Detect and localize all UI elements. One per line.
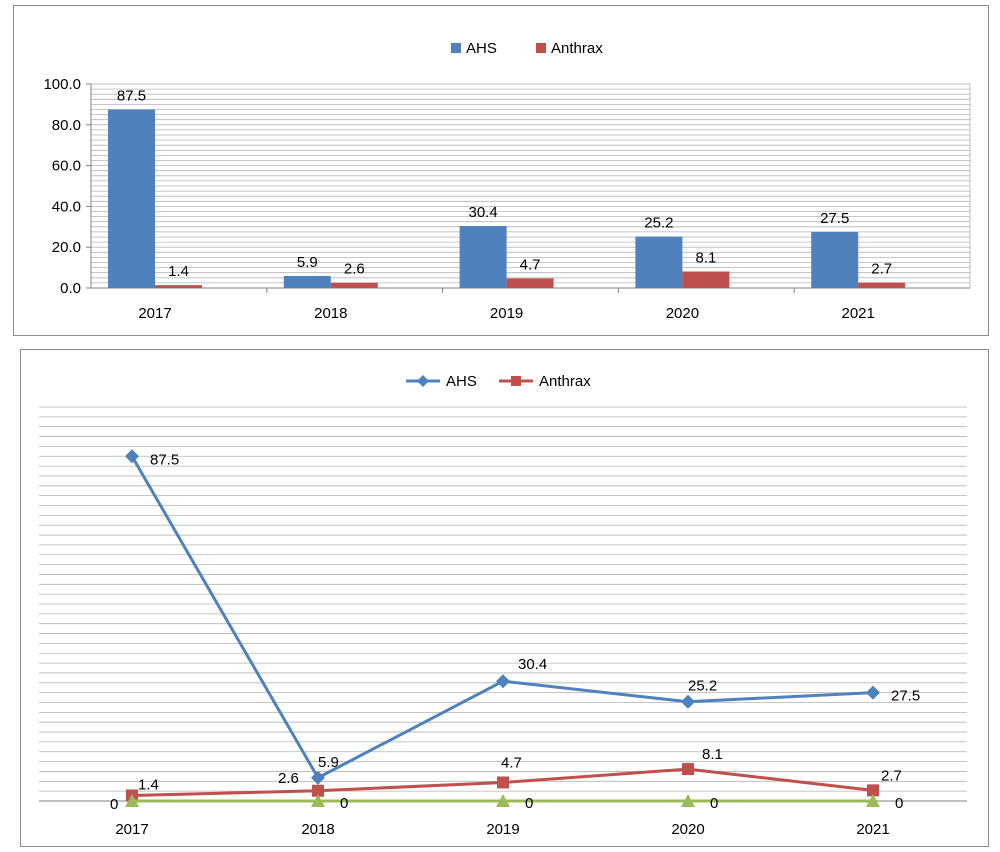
gridlines: [39, 406, 967, 792]
y-tick-label: 20.0: [52, 239, 81, 256]
marker-diamond: [125, 449, 139, 464]
x-tick-label: 2021: [856, 821, 889, 838]
marker-diamond: [311, 770, 325, 785]
marker-triangle: [866, 794, 880, 807]
marker-square: [497, 776, 509, 789]
bar-chart: 0.0 20.0 40.0 60.0 80.0 100.0 87.5 1.4 2017 5.9 2.…: [43, 40, 971, 322]
marker-square: [312, 784, 324, 797]
legend-label: Anthrax: [539, 373, 591, 390]
legend: AHS Anthrax: [406, 373, 591, 390]
x-tick-label: 2018: [301, 821, 334, 838]
point-data-label: 0: [340, 795, 348, 812]
legend: AHS Anthrax: [451, 40, 603, 57]
point-data-label: 0: [110, 796, 118, 813]
marker-triangle: [125, 794, 139, 807]
x-tick-label: 2021: [842, 305, 875, 322]
x-tick-label: 2020: [666, 305, 699, 322]
point-data-label: 87.5: [150, 451, 179, 468]
legend-label: AHS: [446, 373, 477, 390]
point-data-label: 25.2: [688, 678, 717, 695]
x-tick-label: 2020: [671, 821, 704, 838]
y-tick-label: 80.0: [52, 117, 81, 134]
series-line: [130, 455, 874, 780]
marker-diamond: [866, 685, 880, 700]
point-data-label: 2.7: [881, 767, 902, 784]
bar-chart-panel: 0.0 20.0 40.0 60.0 80.0 100.0 87.5 1.4 2017 5.9 2.…: [13, 5, 989, 336]
y-tick-label: 0.0: [60, 280, 81, 297]
legend-label: Anthrax: [551, 40, 603, 57]
series-line-zero: 0 0 0 0 0: [110, 794, 903, 813]
marker-diamond: [496, 674, 510, 689]
point-data-label: 5.9: [318, 754, 339, 771]
line-chart: 2017 2018 2019 2020 2021 87.5 5.9 30.4 25.2 27.5 1…: [39, 373, 967, 838]
bar-anthrax: [155, 285, 202, 288]
legend-swatch: [536, 43, 546, 53]
bar-anthrax: [858, 282, 906, 288]
bar-ahs: [459, 225, 507, 288]
point-data-label: 8.1: [702, 746, 723, 763]
bar-ahs: [283, 275, 331, 288]
marker-triangle: [496, 794, 510, 807]
bar-data-label: 4.7: [520, 256, 541, 273]
x-tick-label: 2019: [490, 305, 523, 322]
y-tick-label: 100.0: [43, 76, 81, 93]
bar-data-label: 25.2: [644, 215, 673, 232]
point-data-label: 0: [710, 795, 718, 812]
bar-anthrax: [682, 271, 730, 288]
marker-diamond: [681, 694, 695, 709]
bar-anthrax: [330, 282, 378, 288]
bar-data-label: 30.4: [468, 204, 497, 221]
bar-data-label: 2.7: [871, 260, 892, 277]
bar-ahs: [108, 109, 155, 288]
bar-data-label: 27.5: [820, 210, 849, 227]
marker-square: [682, 763, 694, 776]
point-data-label: 0: [525, 795, 533, 812]
marker-square: [867, 784, 879, 797]
bar-ahs: [811, 231, 859, 288]
point-data-label: 27.5: [891, 688, 920, 705]
bar-data-label: 2.6: [344, 261, 365, 278]
y-tick-label: 40.0: [52, 198, 81, 215]
point-data-label: 0: [895, 795, 903, 812]
x-tick-label: 2019: [486, 821, 519, 838]
bar-data-label: 87.5: [117, 88, 146, 105]
legend-swatch: [451, 43, 461, 53]
series-line-ahs: 87.5 5.9 30.4 25.2 27.5: [125, 449, 920, 785]
bar-data-label: 8.1: [695, 249, 716, 266]
y-tick-label: 60.0: [52, 158, 81, 175]
line-chart-panel: 2017 2018 2019 2020 2021 87.5 5.9 30.4 25.2 27.5 1…: [20, 349, 989, 847]
point-data-label: 4.7: [501, 754, 522, 771]
series-line-anthrax: 1.4 2.6 4.7 8.1 2.7: [126, 746, 902, 802]
bar-data-label: 1.4: [168, 263, 189, 280]
x-tick-label: 2017: [115, 821, 148, 838]
bar-anthrax: [506, 278, 554, 288]
marker-triangle: [681, 794, 695, 807]
point-data-label: 30.4: [518, 656, 547, 673]
bar-ahs: [635, 236, 683, 288]
marker-triangle: [311, 794, 325, 807]
x-tick-label: 2018: [314, 305, 347, 322]
bar-data-label: 5.9: [297, 254, 318, 271]
x-tick-label: 2017: [138, 305, 171, 322]
legend-label: AHS: [466, 40, 497, 57]
legend-marker: [511, 376, 521, 386]
point-data-label: 2.6: [278, 770, 299, 787]
legend-marker: [417, 375, 429, 387]
point-data-label: 1.4: [138, 776, 159, 793]
